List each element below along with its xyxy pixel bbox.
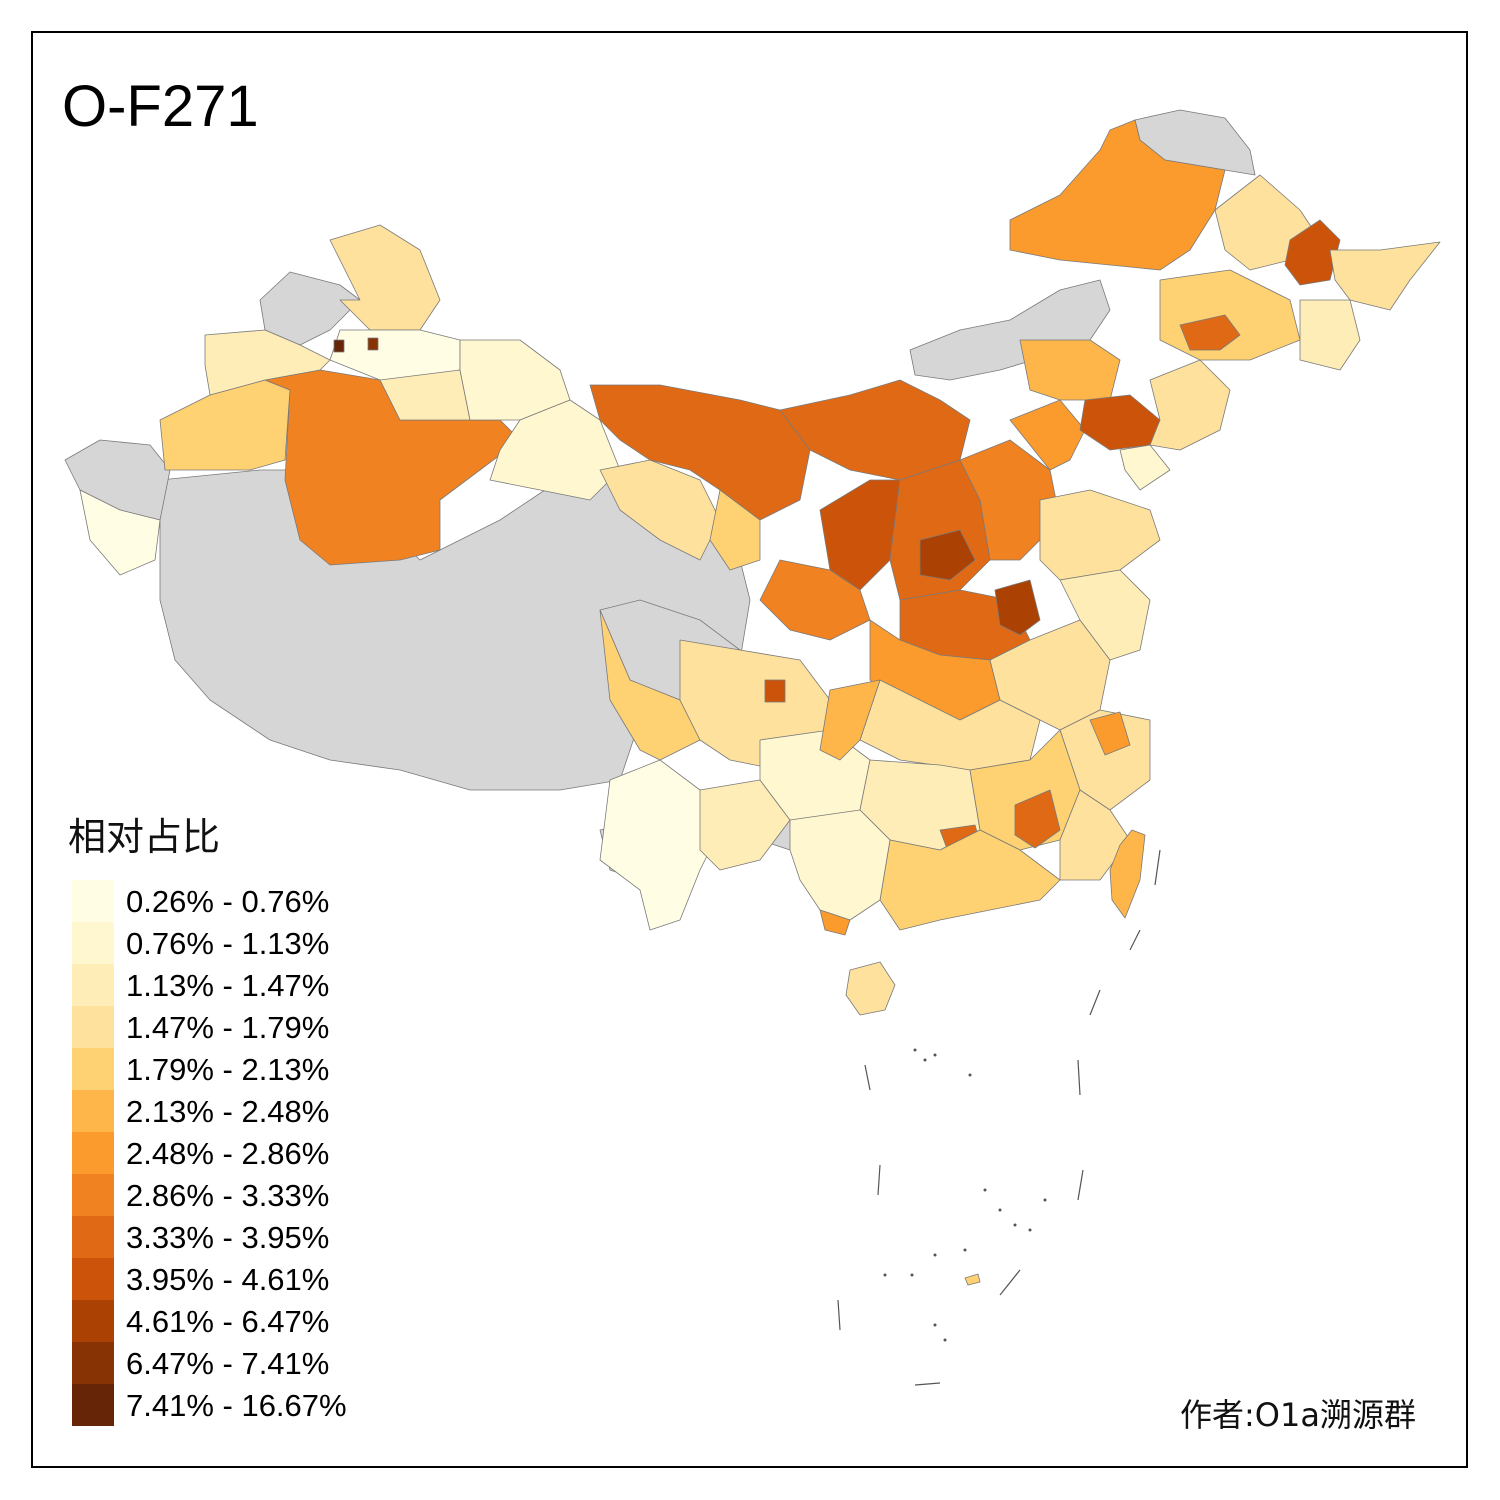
region-spratly-marker <box>964 1273 981 1286</box>
legend-swatch <box>72 1216 114 1258</box>
legend-label: 3.33% - 3.95% <box>126 1220 330 1255</box>
region-liaoning-chaoyang <box>1079 394 1161 451</box>
region-liaoning-east <box>1149 359 1231 451</box>
region-jiangsu <box>1059 569 1151 661</box>
legend-swatch <box>72 1342 114 1384</box>
legend-label: 2.86% - 3.33% <box>126 1178 330 1213</box>
legend-swatch <box>72 1048 114 1090</box>
legend-swatch <box>72 1300 114 1342</box>
region-guangdong <box>879 829 1061 931</box>
legend-label: 1.13% - 1.47% <box>126 968 330 1003</box>
region-taiwan <box>1109 829 1146 919</box>
legend-label: 0.26% - 0.76% <box>126 884 330 919</box>
legend-swatch <box>72 1174 114 1216</box>
legend-title: 相对占比 <box>68 815 221 859</box>
legend-swatch <box>72 1384 114 1426</box>
region-gansu-jiuquan <box>489 399 621 501</box>
legend-swatch <box>72 964 114 1006</box>
region-guangxi-south <box>819 909 851 936</box>
region-hainan <box>845 961 896 1016</box>
legend-label: 0.76% - 1.13% <box>126 926 330 961</box>
region-heilongjiang-jiamusi <box>1284 219 1341 286</box>
legend-label: 2.13% - 2.48% <box>126 1094 330 1129</box>
region-sichuan-west <box>599 609 701 761</box>
region-beijing-tianjin <box>1009 399 1086 471</box>
legend-label: 3.95% - 4.61% <box>126 1262 330 1297</box>
author-credit: 作者:O1a溯源群 <box>1180 1396 1416 1434</box>
legend-label: 4.61% - 6.47% <box>126 1304 330 1339</box>
legend-label: 1.47% - 1.79% <box>126 1010 330 1045</box>
south-china-sea-dots <box>883 1048 1047 1342</box>
region-mongolia-border-nodata <box>909 279 1111 381</box>
region-xinjiang-altay <box>329 224 441 331</box>
region-xinjiang-karamay <box>333 339 345 353</box>
region-heilongjiang-east <box>1329 241 1441 311</box>
legend-swatch <box>72 1258 114 1300</box>
region-jilin-changchun <box>1179 314 1241 351</box>
region-heilongjiang-mudanjiang <box>1299 299 1361 371</box>
region-zhejiang-jinhua <box>1089 711 1131 756</box>
region-guangxi <box>789 809 891 921</box>
legend-label: 2.48% - 2.86% <box>126 1136 330 1171</box>
legend-swatch <box>72 1132 114 1174</box>
south-china-sea-islands <box>837 849 1161 1386</box>
legend-label: 7.41% - 16.67% <box>126 1388 347 1423</box>
legend-swatch <box>72 1006 114 1048</box>
region-shanxi-taiyuan <box>919 529 976 581</box>
region-xinjiang-kashgar <box>79 489 161 576</box>
map-title: O-F271 <box>62 74 259 139</box>
region-jilin <box>1159 269 1301 361</box>
region-hubei-west <box>819 679 881 761</box>
region-shandong <box>1039 489 1161 581</box>
region-hebei-handan <box>994 579 1041 636</box>
region-sichuan-ziyang <box>764 679 786 703</box>
region-inner-mongolia-east <box>1019 339 1121 401</box>
region-xinjiang-shihezi <box>367 337 379 351</box>
region-yunnan <box>599 759 721 931</box>
region-xinjiang-aksu <box>159 379 291 471</box>
region-inner-mongolia-hulunbuir <box>1009 119 1226 271</box>
legend-swatch <box>72 1090 114 1132</box>
legend-label: 6.47% - 7.41% <box>126 1346 330 1381</box>
region-xinjiang-ili <box>204 329 331 396</box>
region-jiangxi-ganzhou <box>1014 789 1061 849</box>
region-shaanxi-central <box>759 559 871 641</box>
map-frame <box>31 31 1468 1468</box>
region-xinjiang-west-nodata <box>64 439 171 521</box>
legend-label: 1.79% - 2.13% <box>126 1052 330 1087</box>
legend-swatch <box>72 922 114 964</box>
region-liaoning-dalian <box>1119 444 1171 491</box>
region-ningxia <box>709 489 761 571</box>
legend-swatch <box>72 880 114 922</box>
region-inner-mongolia-central <box>779 379 971 481</box>
